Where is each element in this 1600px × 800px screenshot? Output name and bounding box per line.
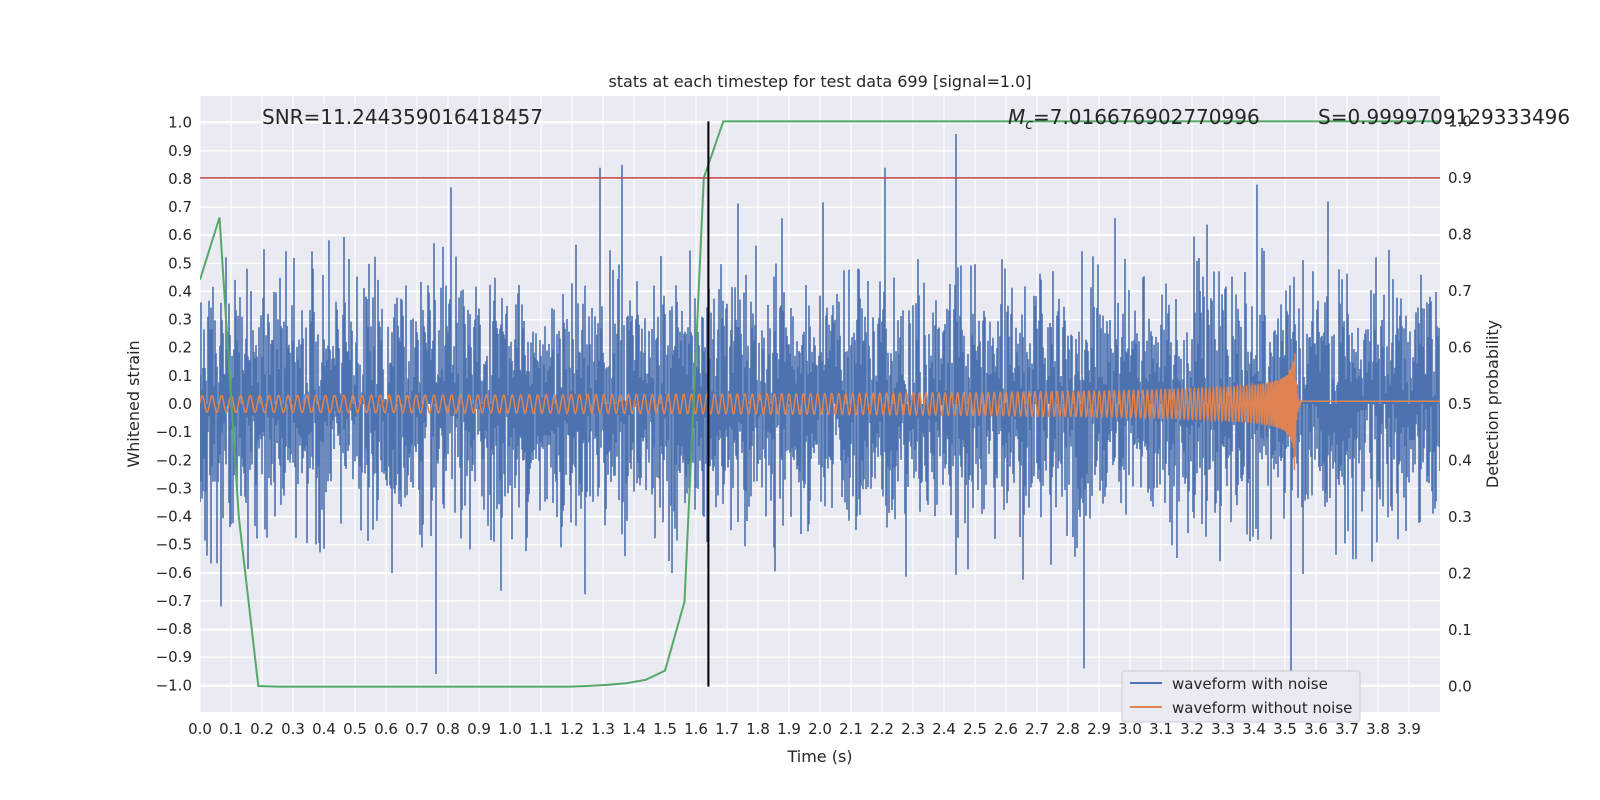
y-tick-label: 1.0 [168, 114, 192, 132]
y2-tick-label: 0.0 [1448, 678, 1472, 696]
x-tick-label: 3.3 [1211, 720, 1235, 738]
x-tick-label: 0.5 [343, 720, 367, 738]
y-tick-label: −0.5 [156, 536, 192, 554]
y-tick-label: −0.9 [156, 648, 192, 666]
y-axis-ticks: 1.0 0.9 0.8 0.7 0.6 0.5 0.4 0.3 0.2 0.1 0.0 −0.1 −0.… [156, 114, 192, 695]
y2-tick-label: 1.0 [1448, 112, 1472, 130]
y-tick-label: 0.4 [168, 282, 192, 300]
y-tick-label: −0.7 [156, 592, 192, 610]
y2-tick-label: 0.3 [1448, 508, 1472, 526]
x-tick-label: 3.8 [1366, 720, 1390, 738]
y2-tick-label: 0.9 [1448, 169, 1472, 187]
y-tick-label: 0.8 [168, 170, 192, 188]
x-tick-label: 3.1 [1149, 720, 1173, 738]
x-tick-label: 2.7 [1025, 720, 1049, 738]
chirp-mass-symbol: M [1008, 105, 1025, 129]
chirp-mass-value: =7.016676902770996 [1033, 105, 1260, 129]
y-tick-label: −0.2 [156, 451, 192, 469]
x-tick-label: 1.0 [498, 720, 522, 738]
x-tick-label: 0.4 [312, 720, 336, 738]
legend-box [1121, 670, 1361, 723]
x-tick-label: 1.7 [715, 720, 739, 738]
x-tick-label: 2.3 [901, 720, 925, 738]
y2-tick-label: 0.6 [1448, 338, 1472, 356]
legend: waveform with noise waveform without noi… [1121, 670, 1361, 723]
x-tick-label: 2.9 [1087, 720, 1111, 738]
x-tick-label: 2.6 [994, 720, 1018, 738]
y2-tick-label: 0.8 [1448, 225, 1472, 243]
x-tick-label: 1.6 [684, 720, 708, 738]
overlays [200, 121, 1440, 687]
y-tick-label: −0.8 [156, 620, 192, 638]
x-tick-label: 2.1 [839, 720, 863, 738]
y-axis-label: Whitened strain [124, 340, 143, 467]
x-tick-label: 0.1 [219, 720, 243, 738]
y-tick-label: 0.0 [168, 395, 192, 413]
x-tick-label: 3.6 [1304, 720, 1328, 738]
y-tick-label: 0.2 [168, 339, 192, 357]
x-axis-label: Time (s) [786, 747, 852, 766]
y2-tick-label: 0.1 [1448, 621, 1472, 639]
x-tick-label: 1.2 [560, 720, 584, 738]
y2-tick-label: 0.2 [1448, 565, 1472, 583]
x-tick-label: 1.3 [591, 720, 615, 738]
x-tick-label: 3.2 [1180, 720, 1204, 738]
chirp-mass-annotation: Mc=7.016676902770996 [1008, 105, 1260, 133]
chirp-mass-subscript: c [1025, 117, 1033, 133]
y-tick-label: 0.6 [168, 226, 192, 244]
score-annotation: S=0.9999709129333496 [1318, 105, 1570, 129]
y-tick-label: 0.1 [168, 367, 192, 385]
signal-waveform-line [200, 353, 1440, 471]
y2-tick-label: 0.7 [1448, 282, 1472, 300]
x-tick-label: 0.9 [467, 720, 491, 738]
y2-tick-label: 0.4 [1448, 452, 1472, 470]
x-tick-label: 1.5 [653, 720, 677, 738]
x-tick-label: 3.9 [1397, 720, 1421, 738]
x-tick-label: 3.4 [1242, 720, 1266, 738]
x-tick-label: 2.8 [1056, 720, 1080, 738]
x-tick-label: 0.7 [405, 720, 429, 738]
x-tick-label: 0.8 [436, 720, 460, 738]
y-tick-label: 0.9 [168, 142, 192, 160]
x-tick-label: 0.0 [188, 720, 212, 738]
x-tick-label: 2.5 [963, 720, 987, 738]
chart-title: stats at each timestep for test data 699… [608, 72, 1031, 91]
legend-label-signal: waveform without noise [1172, 699, 1352, 717]
series-waveform-without-noise [200, 353, 1440, 471]
x-tick-label: 1.1 [529, 720, 553, 738]
x-tick-label: 0.6 [374, 720, 398, 738]
x-tick-label: 3.5 [1273, 720, 1297, 738]
x-axis-ticks: 0.0 0.1 0.2 0.3 0.4 0.5 0.6 0.7 0.8 0.9 1.0 1.1 1.2 1… [188, 720, 1421, 738]
x-tick-label: 2.0 [808, 720, 832, 738]
x-tick-label: 2.2 [870, 720, 894, 738]
y2-axis-ticks: 1.0 0.9 0.8 0.7 0.6 0.5 0.4 0.3 0.2 0.1 0.0 [1448, 112, 1472, 695]
y-tick-label: −0.4 [156, 508, 192, 526]
snr-annotation: SNR=11.244359016418457 [262, 105, 543, 129]
y-tick-label: −0.1 [156, 423, 192, 441]
x-tick-label: 0.3 [281, 720, 305, 738]
y2-axis-label: Detection probability [1483, 320, 1502, 488]
y-tick-label: 0.5 [168, 254, 192, 272]
y-tick-label: −0.3 [156, 479, 192, 497]
x-tick-label: 3.7 [1335, 720, 1359, 738]
x-tick-label: 1.8 [746, 720, 770, 738]
x-tick-label: 1.9 [777, 720, 801, 738]
x-tick-label: 0.2 [250, 720, 274, 738]
y-tick-label: 0.3 [168, 311, 192, 329]
x-tick-label: 1.4 [622, 720, 646, 738]
y-tick-label: 0.7 [168, 198, 192, 216]
detection-probability-line [200, 120, 1440, 688]
y2-tick-label: 0.5 [1448, 395, 1472, 413]
legend-label-noise: waveform with noise [1172, 675, 1328, 693]
y-tick-label: −0.6 [156, 564, 192, 582]
x-tick-label: 3.0 [1118, 720, 1142, 738]
y-tick-label: −1.0 [156, 676, 192, 694]
x-tick-label: 2.4 [932, 720, 956, 738]
series-detection-probability [200, 120, 1440, 688]
